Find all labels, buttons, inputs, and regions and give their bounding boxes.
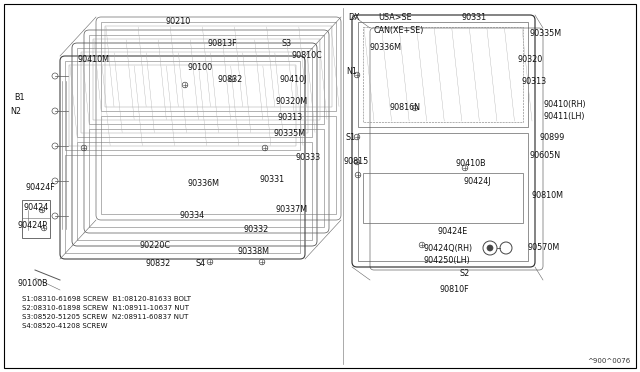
Bar bbox=[105, 26, 332, 108]
Text: ^900^0076: ^900^0076 bbox=[587, 358, 630, 364]
Text: 90331: 90331 bbox=[260, 176, 285, 185]
Bar bbox=[363, 27, 523, 122]
Text: DX: DX bbox=[348, 13, 360, 22]
Text: 90313: 90313 bbox=[522, 77, 547, 87]
Text: 904250(LH): 904250(LH) bbox=[424, 257, 471, 266]
Text: 90810F: 90810F bbox=[440, 285, 470, 295]
Text: 90816N: 90816N bbox=[390, 103, 421, 112]
Text: 90410(RH): 90410(RH) bbox=[544, 99, 587, 109]
Text: 90313: 90313 bbox=[278, 113, 303, 122]
Text: 90424F: 90424F bbox=[25, 183, 55, 192]
Text: 90220C: 90220C bbox=[140, 241, 171, 250]
Text: 90336M: 90336M bbox=[370, 42, 402, 51]
Bar bbox=[69, 65, 296, 147]
Text: S2:08310-61898 SCREW  N1:08911-10637 NUT: S2:08310-61898 SCREW N1:08911-10637 NUT bbox=[22, 305, 189, 311]
Text: N1: N1 bbox=[346, 67, 357, 77]
Text: 90336M: 90336M bbox=[188, 179, 220, 187]
Text: 90331: 90331 bbox=[462, 13, 487, 22]
Text: 90332: 90332 bbox=[244, 225, 269, 234]
Bar bbox=[81, 52, 308, 134]
Text: 90411(LH): 90411(LH) bbox=[544, 112, 586, 122]
Text: 90424E: 90424E bbox=[438, 228, 468, 237]
Text: 90815: 90815 bbox=[344, 157, 369, 167]
Bar bbox=[358, 133, 528, 261]
Text: 90334: 90334 bbox=[180, 211, 205, 219]
Text: S4: S4 bbox=[196, 260, 206, 269]
Text: 90335M: 90335M bbox=[530, 29, 562, 38]
Text: 90320M: 90320M bbox=[275, 97, 307, 106]
Text: 90100: 90100 bbox=[187, 64, 212, 73]
Bar bbox=[77, 48, 312, 137]
Bar bbox=[65, 61, 300, 150]
Circle shape bbox=[487, 245, 493, 251]
Text: 90410M: 90410M bbox=[78, 55, 110, 64]
Bar bbox=[101, 116, 336, 214]
Text: CAN(XE+SE): CAN(XE+SE) bbox=[373, 26, 424, 35]
Text: 90424J: 90424J bbox=[463, 177, 490, 186]
Text: S1: S1 bbox=[346, 132, 356, 141]
Text: 90210: 90210 bbox=[165, 17, 190, 26]
Text: 90424: 90424 bbox=[24, 202, 49, 212]
Bar bbox=[89, 129, 324, 227]
Text: 90337M: 90337M bbox=[275, 205, 307, 215]
Bar bbox=[101, 22, 336, 112]
Bar bbox=[22, 200, 50, 238]
Text: S4:08520-41208 SCREW: S4:08520-41208 SCREW bbox=[22, 323, 108, 329]
Text: 90424P: 90424P bbox=[18, 221, 48, 230]
Text: S1:08310-61698 SCREW  B1:08120-81633 BOLT: S1:08310-61698 SCREW B1:08120-81633 BOLT bbox=[22, 296, 191, 302]
Bar bbox=[77, 142, 312, 240]
Text: 90813F: 90813F bbox=[208, 38, 237, 48]
Text: S3:08520-51205 SCREW  N2:08911-60837 NUT: S3:08520-51205 SCREW N2:08911-60837 NUT bbox=[22, 314, 188, 320]
Text: 90410B: 90410B bbox=[455, 158, 486, 167]
Text: USA>SE: USA>SE bbox=[378, 13, 412, 22]
Text: B1: B1 bbox=[14, 93, 24, 102]
Text: 90810M: 90810M bbox=[532, 190, 564, 199]
Text: 90333: 90333 bbox=[296, 154, 321, 163]
Text: 90605N: 90605N bbox=[530, 151, 561, 160]
Text: 90832: 90832 bbox=[218, 74, 243, 83]
Bar bbox=[89, 35, 324, 125]
Text: 90899: 90899 bbox=[540, 134, 565, 142]
Text: S2: S2 bbox=[460, 269, 470, 279]
Text: 90320: 90320 bbox=[518, 55, 543, 64]
Text: 90570M: 90570M bbox=[528, 244, 560, 253]
Text: S3: S3 bbox=[282, 38, 292, 48]
Text: 90410J: 90410J bbox=[280, 74, 307, 83]
Text: 90424Q(RH): 90424Q(RH) bbox=[424, 244, 473, 253]
Text: 90335M: 90335M bbox=[274, 128, 306, 138]
Bar bbox=[363, 173, 523, 223]
Text: 90810C: 90810C bbox=[292, 51, 323, 60]
Text: 90832: 90832 bbox=[145, 260, 170, 269]
Text: 90338M: 90338M bbox=[238, 247, 270, 257]
Text: 90100B: 90100B bbox=[18, 279, 49, 289]
Bar bbox=[65, 155, 300, 253]
Text: N2: N2 bbox=[10, 108, 21, 116]
Bar bbox=[358, 22, 528, 127]
Bar bbox=[93, 39, 320, 121]
